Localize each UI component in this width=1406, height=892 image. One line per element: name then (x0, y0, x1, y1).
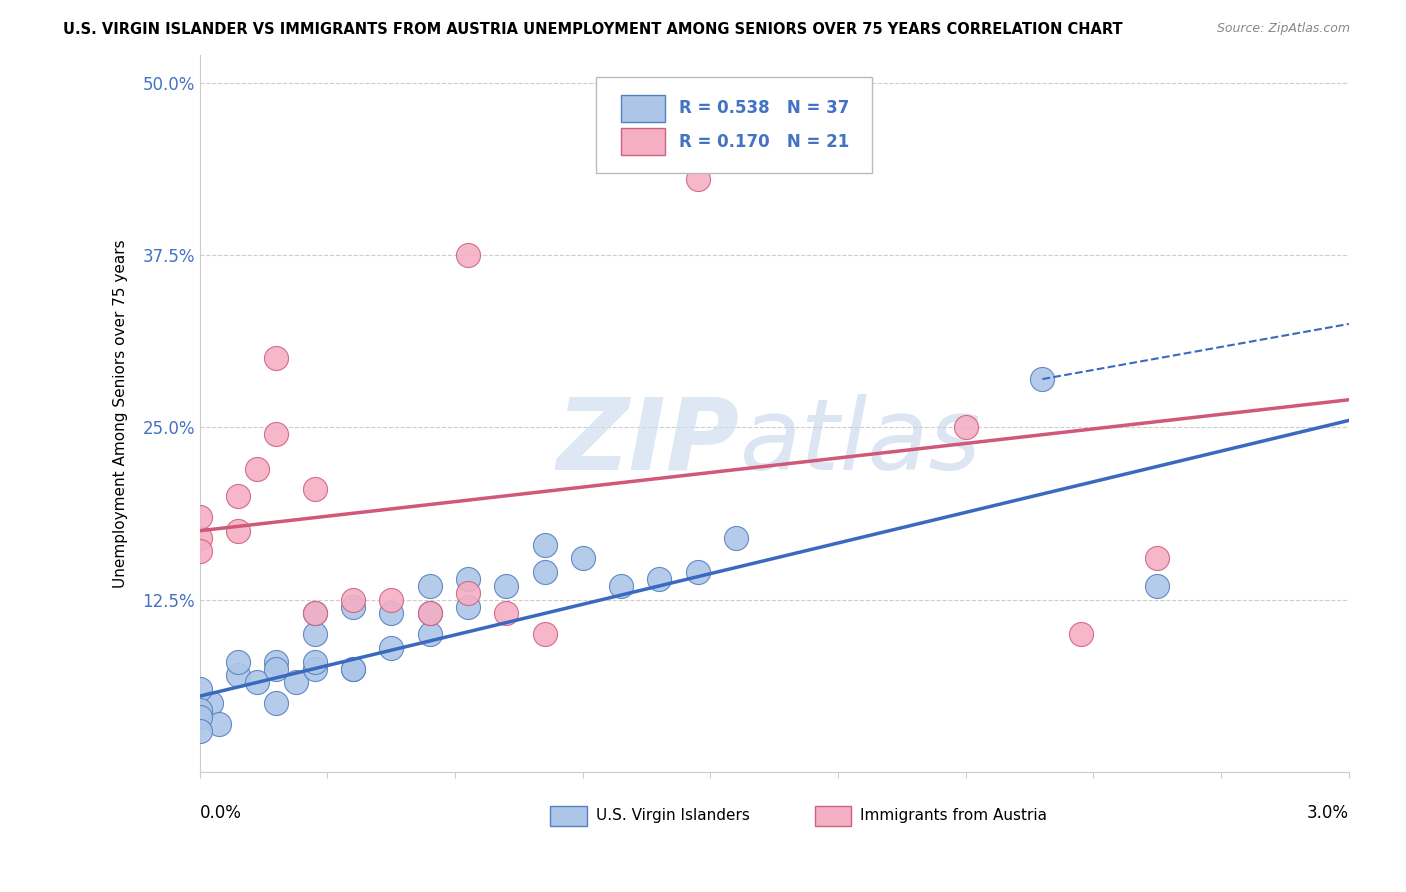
Point (226, 655, 249, 669)
Text: atlas: atlas (740, 393, 981, 491)
Point (380, 592, 402, 607)
Point (419, 607, 441, 621)
Text: R = 0.538   N = 37: R = 0.538 N = 37 (679, 99, 849, 117)
Point (304, 483, 326, 497)
Point (246, 675, 269, 690)
Point (304, 607, 326, 621)
Point (1031, 372, 1053, 386)
Point (495, 607, 517, 621)
Point (380, 607, 402, 621)
Point (572, 551, 595, 566)
Point (419, 579, 441, 593)
FancyBboxPatch shape (814, 805, 851, 826)
Point (266, 655, 288, 669)
Point (342, 662, 364, 676)
Point (226, 668, 249, 682)
Point (648, 572, 671, 586)
Point (419, 607, 441, 621)
Point (457, 599, 479, 614)
Point (226, 524, 249, 538)
Point (208, 716, 231, 731)
Point (188, 723, 211, 738)
Point (246, 461, 269, 475)
Point (533, 537, 555, 551)
Point (266, 696, 288, 710)
Point (724, 531, 747, 545)
Point (342, 592, 364, 607)
Point (188, 682, 211, 697)
Point (284, 675, 307, 690)
Point (200, 696, 222, 710)
Point (457, 586, 479, 600)
Point (188, 531, 211, 545)
Text: ZIP: ZIP (557, 393, 740, 491)
Point (1070, 627, 1092, 641)
Point (226, 489, 249, 503)
Point (266, 427, 288, 442)
Text: Source: ZipAtlas.com: Source: ZipAtlas.com (1216, 22, 1350, 36)
Point (610, 579, 633, 593)
Point (266, 351, 288, 366)
Text: Immigrants from Austria: Immigrants from Austria (860, 808, 1047, 823)
Point (457, 572, 479, 586)
Point (342, 599, 364, 614)
Point (457, 248, 479, 262)
Point (686, 565, 709, 579)
Text: 0.0%: 0.0% (200, 805, 242, 822)
FancyBboxPatch shape (550, 805, 588, 826)
Point (342, 662, 364, 676)
Text: U.S. VIRGIN ISLANDER VS IMMIGRANTS FROM AUSTRIA UNEMPLOYMENT AMONG SENIORS OVER : U.S. VIRGIN ISLANDER VS IMMIGRANTS FROM … (63, 22, 1123, 37)
Point (686, 172, 709, 186)
Point (188, 710, 211, 724)
Text: U.S. Virgin Islanders: U.S. Virgin Islanders (596, 808, 749, 823)
Text: 3.0%: 3.0% (1306, 805, 1348, 822)
Point (419, 627, 441, 641)
Point (304, 607, 326, 621)
Point (304, 655, 326, 669)
Point (266, 662, 288, 676)
FancyBboxPatch shape (621, 128, 665, 155)
FancyBboxPatch shape (596, 77, 872, 173)
Point (188, 510, 211, 524)
Point (304, 662, 326, 676)
Point (380, 640, 402, 655)
Point (1146, 579, 1168, 593)
Point (304, 627, 326, 641)
Point (188, 544, 211, 558)
Point (1146, 551, 1168, 566)
Point (533, 627, 555, 641)
FancyBboxPatch shape (621, 95, 665, 122)
Point (188, 703, 211, 717)
Text: R = 0.170   N = 21: R = 0.170 N = 21 (679, 133, 849, 151)
Y-axis label: Unemployment Among Seniors over 75 years: Unemployment Among Seniors over 75 years (114, 239, 128, 588)
Point (955, 420, 977, 434)
Point (533, 565, 555, 579)
Point (495, 579, 517, 593)
